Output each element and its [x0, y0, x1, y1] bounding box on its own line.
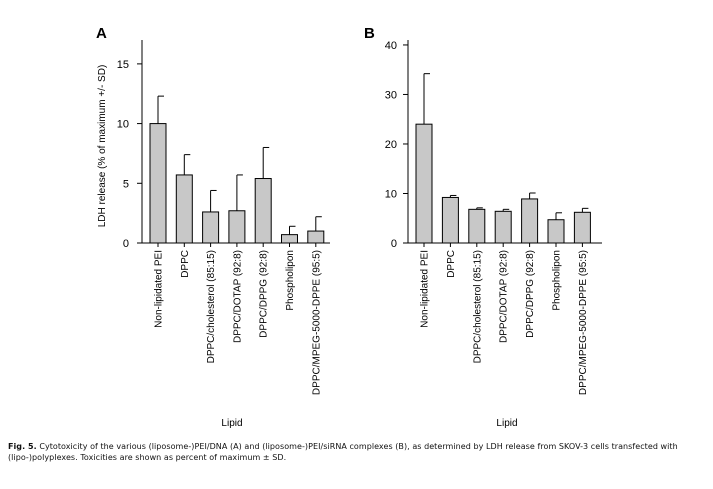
caption-text: Cytotoxicity of the various (liposome-)P…	[8, 442, 678, 462]
panel-b-category-label: DPPC/DOTAP (92:8)	[499, 250, 510, 343]
panel-b-y-tick-label: 20	[385, 139, 397, 151]
panel-b-category-label: DPPC/MPEG-5000-DPPE (95:5)	[578, 250, 589, 395]
panel-a-label: A	[96, 25, 107, 42]
panel-a-category-label: Phospholipon	[285, 250, 296, 311]
panel-a-category-label: DPPC/DPPG (92:8)	[259, 250, 270, 338]
panel-b-x-axis-label: Lipid	[496, 418, 517, 429]
panel-a-y-tick-label: 0	[123, 238, 129, 250]
panel-b-category-label: DPPC	[446, 250, 457, 278]
panel-a-y-tick-label: 5	[123, 178, 129, 190]
panel-b-bar	[441, 196, 459, 244]
panel-a-y-axis-label: LDH release (% of maximum +/- SD)	[97, 65, 108, 228]
figure: A LDH release (% of maximum +/- SD) Lipi…	[96, 25, 602, 429]
panel-b-bar	[415, 123, 433, 244]
panel-a-bar	[149, 123, 167, 244]
panel-b-bar	[468, 208, 486, 244]
panel-a-category-label: Non-lipidated PEI	[154, 250, 165, 328]
panel-b-bar	[547, 219, 565, 244]
panel-b-y-tick-label: 0	[391, 238, 397, 250]
panel-a-bar	[228, 210, 246, 244]
panel-a-bar	[202, 211, 220, 244]
panel-b-category-label: Non-lipidated PEI	[420, 250, 431, 328]
panel-a-bar	[307, 230, 325, 244]
panel-a-y-tick-label: 10	[117, 119, 129, 131]
panel-b-category-label: DPPC/cholesterol (85:15)	[472, 250, 483, 363]
panel-b-y-tick-label: 10	[385, 188, 397, 200]
panel-a-category-label: DPPC/cholesterol (85:15)	[206, 250, 217, 363]
panel-b-bar	[494, 210, 512, 244]
panel-a-bar	[175, 174, 193, 244]
panel-a-category-label: DPPC/MPEG-5000-DPPE (95:5)	[311, 250, 322, 395]
panel-a-category-label: DPPC/DOTAP (92:8)	[232, 250, 243, 343]
panel-b-y-tick-label: 30	[385, 89, 397, 101]
panel-b-chart: B Lipid 0 10 20 30 40 Non-lipidated PEI DPPC DP…	[364, 25, 602, 429]
panel-a-bar	[254, 178, 272, 244]
panel-b-category-label: Phospholipon	[552, 250, 563, 311]
panel-a-x-axis-label: Lipid	[221, 418, 242, 429]
panel-b-label: B	[364, 25, 375, 42]
panel-a-y-tick-label: 15	[117, 59, 129, 71]
panel-b-category-label: DPPC/DPPG (92:8)	[525, 250, 536, 338]
panel-a-bar	[281, 234, 298, 244]
caption-label: Fig. 5.	[8, 442, 37, 451]
panel-b-bar	[521, 198, 539, 244]
panel-b-bar	[573, 211, 591, 244]
panel-a-chart: A LDH release (% of maximum +/- SD) Lipi…	[96, 25, 330, 429]
panel-a-category-label: DPPC	[180, 250, 191, 278]
panel-b-y-tick-label: 40	[385, 40, 397, 52]
figure-caption: Fig. 5. Cytotoxicity of the various (lip…	[8, 441, 705, 463]
